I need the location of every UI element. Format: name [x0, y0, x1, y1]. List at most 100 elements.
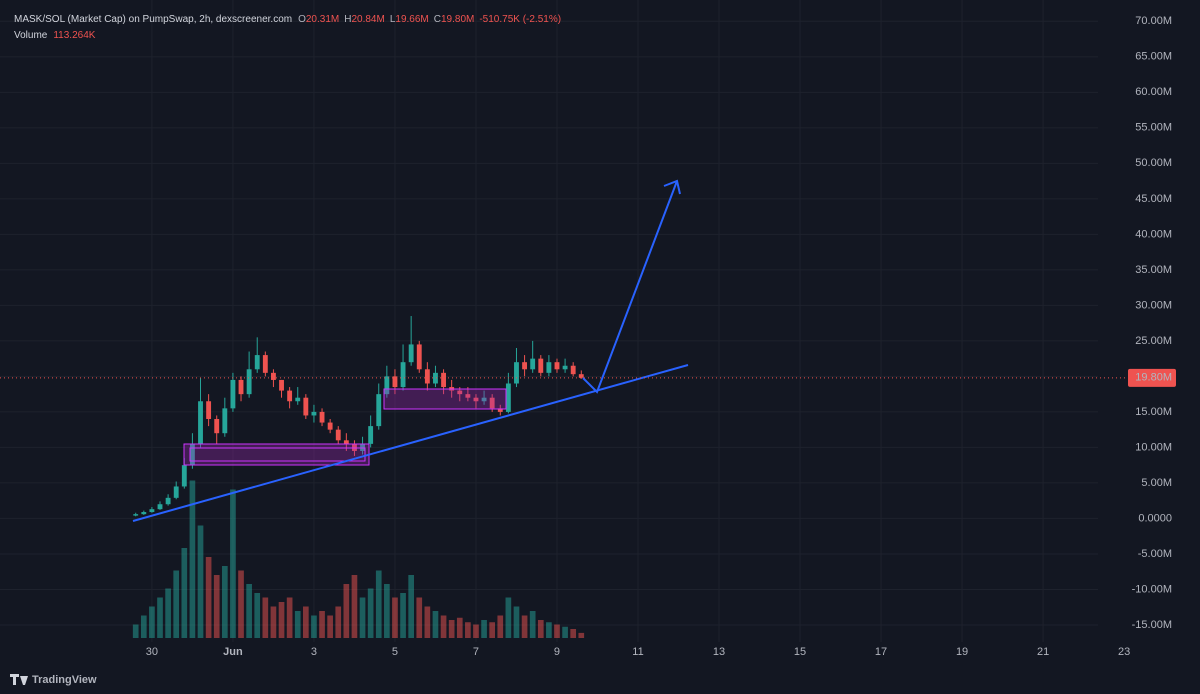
x-tick-label: 30 [146, 646, 158, 658]
candle-body [173, 486, 179, 498]
candle-body [311, 411, 317, 416]
volume-bar [197, 525, 204, 638]
drawings [132, 179, 689, 522]
c-value: 19.80M [441, 14, 474, 25]
candle-body [522, 362, 528, 370]
volume-line: Volume 113.264K [14, 30, 96, 41]
candle-body [279, 379, 284, 391]
x-tick-label: 7 [473, 646, 479, 658]
volume-bar [262, 597, 269, 638]
volume-bar [432, 611, 439, 638]
candle-body [465, 394, 471, 398]
candle-body [433, 372, 438, 384]
y-tick-label: 15.00M [1135, 406, 1172, 418]
o-key: O [298, 14, 306, 25]
candle-body [408, 344, 414, 363]
x-tick-label: 11 [632, 646, 643, 658]
volume-bar [230, 489, 236, 638]
volume-bar [327, 615, 333, 638]
y-tick-label: 5.00M [1141, 477, 1172, 489]
volume-bar [489, 622, 496, 638]
h-key: H [344, 14, 351, 25]
volume-bar [529, 611, 536, 638]
header: MASK/SOL (Market Cap) on PumpSwap, 2h, d… [14, 14, 561, 41]
candles [133, 316, 584, 517]
volume-bar [149, 606, 155, 638]
candle-body [133, 514, 139, 516]
x-tick-label: 21 [1037, 646, 1049, 658]
candle-body [141, 512, 147, 515]
volume-bar [505, 597, 512, 638]
candle-body [392, 376, 398, 388]
volume-bar [246, 584, 252, 638]
candle-body [287, 390, 293, 402]
candle-body [343, 440, 349, 444]
candle-body [384, 376, 390, 395]
volume-bar [294, 611, 301, 638]
y-tick-label: 60.00M [1135, 86, 1172, 98]
candle-body [189, 443, 195, 466]
candle-body [246, 369, 252, 395]
candle-body [562, 365, 568, 370]
y-tick-label: -10.00M [1132, 583, 1172, 595]
candle-body [295, 397, 301, 402]
volume-bar [173, 570, 180, 638]
candle-body [400, 362, 406, 388]
candle-body [319, 411, 325, 423]
candle-body [481, 397, 487, 402]
volume-bar [424, 606, 431, 638]
candle-body [441, 372, 446, 388]
volume-bar [546, 622, 552, 638]
volume-bar [578, 632, 585, 638]
volume-bar [311, 615, 317, 638]
candle-body [206, 401, 212, 420]
volume-value: 113.264K [53, 30, 95, 41]
volume-bar [416, 597, 423, 638]
brand-logo [10, 674, 28, 685]
y-tick-label: 65.00M [1135, 51, 1172, 63]
arrow-head [663, 179, 681, 195]
candle-body [578, 374, 584, 378]
brand: TradingView [32, 674, 97, 686]
candle-body [198, 401, 203, 444]
x-tick-label: 13 [713, 646, 725, 658]
legend-line: MASK/SOL (Market Cap) on PumpSwap, 2h, d… [14, 14, 561, 25]
x-tick-label: 23 [1118, 646, 1130, 658]
volume [132, 480, 585, 638]
c-key: C [434, 14, 441, 25]
y-tick-label: 10.00M [1135, 441, 1172, 453]
volume-bar [481, 620, 487, 638]
y-tick-label: -5.00M [1138, 548, 1172, 560]
o-value: 20.31M [306, 14, 339, 25]
y-tick-label: 25.00M [1135, 335, 1172, 347]
candle-body [149, 509, 155, 513]
x-tick-label: 15 [794, 646, 806, 658]
y-tick-label: 45.00M [1135, 193, 1172, 205]
volume-bar [270, 606, 277, 638]
x-tick-label: 9 [554, 646, 560, 658]
candle-body [546, 362, 552, 373]
last-price-label: 19.80M [1135, 372, 1172, 384]
volume-bar [205, 557, 212, 638]
axes: 70.00M 65.00M 60.00M 5 5.00M 50.00M 45.00M 40.0… [0, 15, 1176, 658]
candle-body [352, 443, 357, 451]
volume-bar [140, 615, 147, 638]
y-tick-label: 40.00M [1135, 228, 1172, 240]
range-box [383, 388, 507, 410]
candle-body [376, 394, 382, 427]
candle-body [165, 497, 171, 505]
y-tick-label: 70.00M [1135, 15, 1172, 27]
volume-bar [400, 593, 406, 638]
candle-body [222, 408, 228, 434]
candle-body [416, 344, 422, 370]
candle-body [157, 504, 163, 510]
volume-bar [497, 615, 504, 638]
volume-bar [537, 620, 544, 638]
x-tick-label: 5 [392, 646, 398, 658]
x-tick-label: 19 [956, 646, 968, 658]
candle-body [514, 362, 519, 384]
y-tick-label: 0.0000 [1138, 512, 1172, 524]
y-tick-label: 50.00M [1135, 157, 1172, 169]
y-tick-label: 35.00M [1135, 264, 1172, 276]
